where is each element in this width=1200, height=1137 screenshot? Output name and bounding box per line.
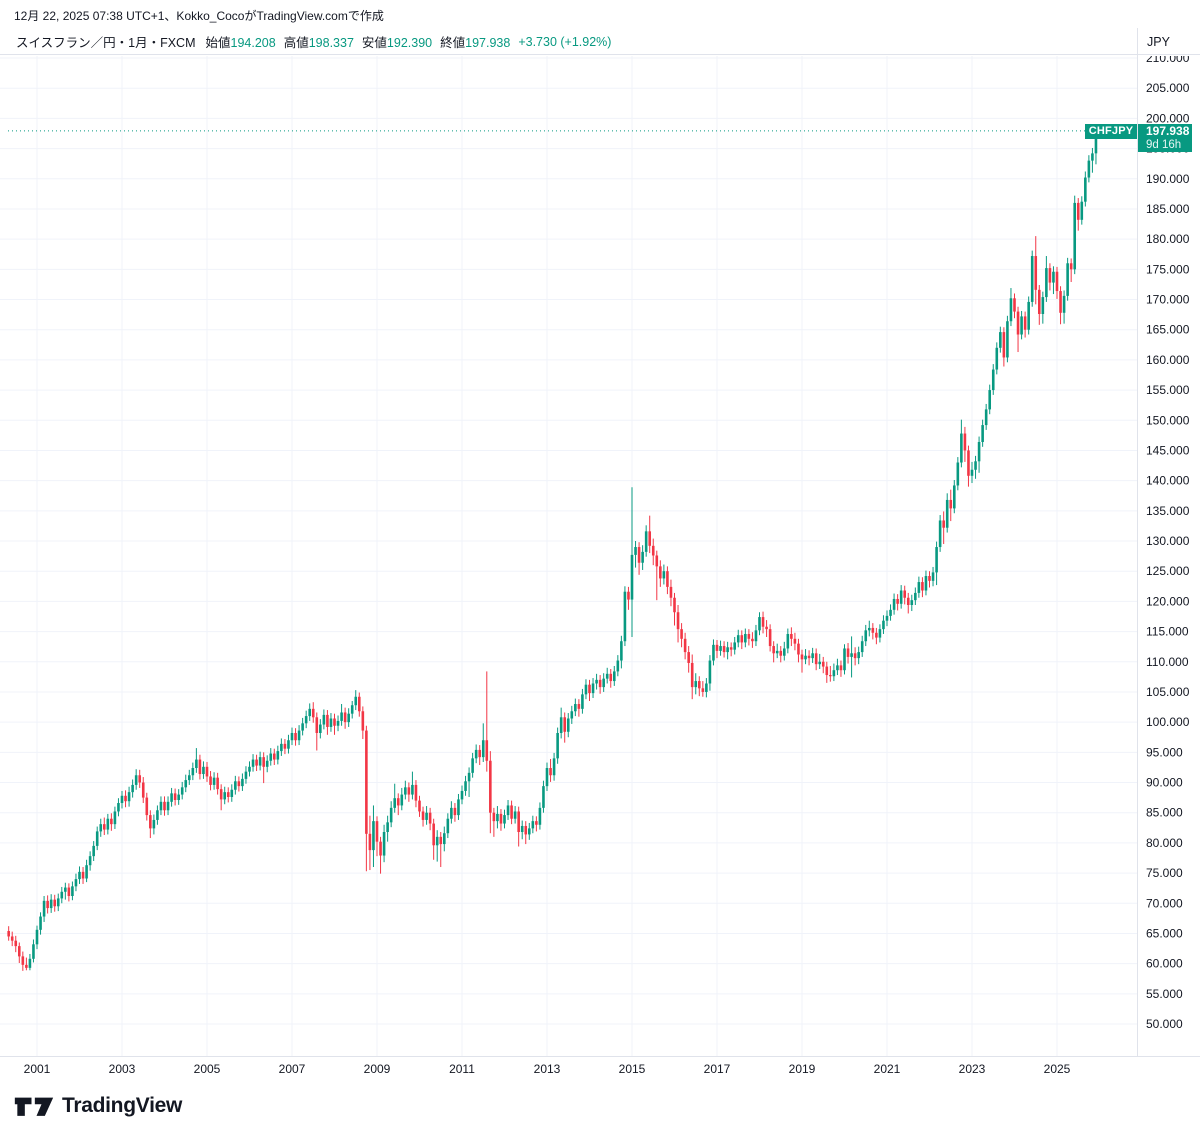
svg-text:180.000: 180.000 xyxy=(1146,232,1190,246)
svg-text:2025: 2025 xyxy=(1044,1062,1071,1076)
svg-text:150.000: 150.000 xyxy=(1146,413,1190,427)
time-axis-border xyxy=(0,1056,1200,1057)
svg-text:205.000: 205.000 xyxy=(1146,81,1190,95)
svg-text:130.000: 130.000 xyxy=(1146,534,1190,548)
svg-text:60.000: 60.000 xyxy=(1146,957,1183,971)
svg-text:100.000: 100.000 xyxy=(1146,715,1190,729)
svg-text:2001: 2001 xyxy=(24,1062,51,1076)
svg-text:2009: 2009 xyxy=(364,1062,391,1076)
svg-text:155.000: 155.000 xyxy=(1146,383,1190,397)
last-price-value: 197.938 xyxy=(1146,123,1190,138)
high-value: 高値198.337 xyxy=(283,36,354,50)
svg-text:65.000: 65.000 xyxy=(1146,926,1183,940)
svg-text:200.000: 200.000 xyxy=(1146,111,1190,125)
time-axis-labels[interactable]: 2001 2003 2005 2007 2009 2011 2013 2015 2017 2019… xyxy=(24,1062,1071,1076)
close-value: 終値197.938 xyxy=(440,36,511,50)
svg-text:2013: 2013 xyxy=(534,1062,561,1076)
svg-text:160.000: 160.000 xyxy=(1146,353,1190,367)
svg-text:2021: 2021 xyxy=(874,1062,901,1076)
svg-text:50.000: 50.000 xyxy=(1146,1017,1183,1031)
symbol-title[interactable]: スイスフラン／円・1月・FXCM xyxy=(16,36,196,50)
svg-text:140.000: 140.000 xyxy=(1146,474,1190,488)
svg-text:185.000: 185.000 xyxy=(1146,202,1190,216)
svg-text:2007: 2007 xyxy=(279,1062,306,1076)
svg-text:145.000: 145.000 xyxy=(1146,443,1190,457)
svg-text:2015: 2015 xyxy=(619,1062,646,1076)
svg-text:55.000: 55.000 xyxy=(1146,987,1183,1001)
tradingview-logo[interactable]: TradingView xyxy=(14,1092,182,1119)
svg-text:120.000: 120.000 xyxy=(1146,594,1190,608)
svg-text:110.000: 110.000 xyxy=(1146,655,1189,669)
svg-text:2005: 2005 xyxy=(194,1062,221,1076)
svg-text:2023: 2023 xyxy=(959,1062,986,1076)
svg-text:190.000: 190.000 xyxy=(1146,172,1190,186)
tradingview-logo-text: TradingView xyxy=(62,1093,183,1117)
svg-text:95.000: 95.000 xyxy=(1146,745,1183,759)
open-value: 始値194.208 xyxy=(205,36,276,50)
svg-text:115.000: 115.000 xyxy=(1146,625,1189,639)
last-price-badge: 197.938 9d 16h xyxy=(1138,123,1192,152)
svg-text:2019: 2019 xyxy=(789,1062,816,1076)
svg-text:105.000: 105.000 xyxy=(1146,685,1190,699)
svg-text:70.000: 70.000 xyxy=(1146,896,1183,910)
svg-text:210.000: 210.000 xyxy=(1146,51,1190,65)
change-value: +3.730 (+1.92%) xyxy=(518,34,612,49)
svg-text:2003: 2003 xyxy=(109,1062,136,1076)
svg-text:80.000: 80.000 xyxy=(1146,836,1183,850)
chart-legend: スイスフラン／円・1月・FXCM 始値194.208 高値198.337 安値1… xyxy=(16,28,611,55)
grid xyxy=(0,56,1137,1056)
low-value: 安値192.390 xyxy=(361,36,433,50)
svg-text:170.000: 170.000 xyxy=(1146,293,1190,307)
svg-text:90.000: 90.000 xyxy=(1146,776,1183,790)
currency-unit-button[interactable]: JPY xyxy=(1147,34,1170,49)
tradingview-logo-icon xyxy=(14,1097,54,1116)
pane-header: スイスフラン／円・1月・FXCM 始値194.208 高値198.337 安値1… xyxy=(0,28,1200,55)
svg-text:165.000: 165.000 xyxy=(1146,323,1190,337)
last-price-symbol-chip: CHFJPY xyxy=(1085,123,1137,139)
svg-text:2011: 2011 xyxy=(449,1062,475,1076)
price-axis-labels[interactable]: 210.000205.000200.000195.000190.000185.0… xyxy=(1146,51,1190,1031)
svg-text:75.000: 75.000 xyxy=(1146,866,1183,880)
svg-text:175.000: 175.000 xyxy=(1146,262,1190,276)
candles-layer xyxy=(7,128,1098,971)
svg-text:125.000: 125.000 xyxy=(1146,564,1190,578)
bar-countdown: 9d 16h xyxy=(1146,138,1182,151)
price-axis-border xyxy=(1137,28,1138,1056)
svg-text:85.000: 85.000 xyxy=(1146,806,1183,820)
svg-text:2017: 2017 xyxy=(704,1062,731,1076)
attribution-text: 12月 22, 2025 07:38 UTC+1、Kokko_CocoがTrad… xyxy=(14,9,384,23)
svg-text:135.000: 135.000 xyxy=(1146,504,1190,518)
